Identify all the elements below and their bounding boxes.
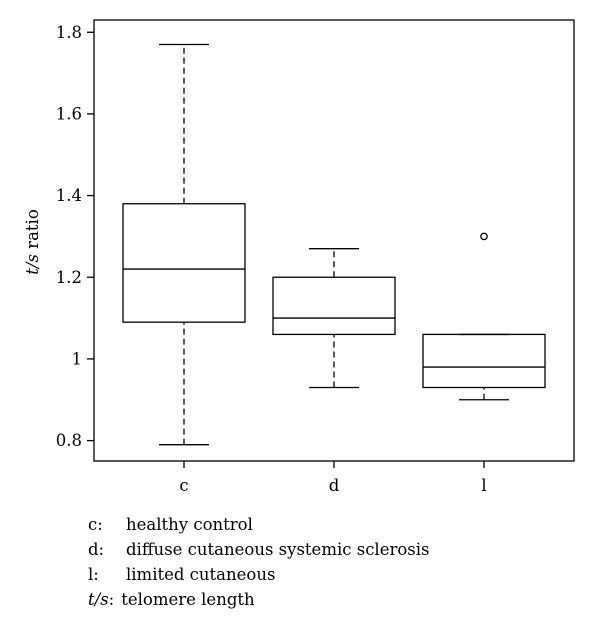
boxes-group bbox=[122, 43, 546, 446]
legend-key: l: bbox=[88, 565, 99, 584]
legend-key: t/s: bbox=[88, 587, 114, 612]
legend-item-l: l: limited cutaneous bbox=[88, 562, 430, 587]
legend-text: healthy control bbox=[126, 515, 253, 534]
x-tick-label: d bbox=[329, 476, 340, 495]
y-tick-label: 0.8 bbox=[56, 431, 82, 450]
x-tick-label: l bbox=[481, 476, 486, 495]
y-tick-label: 1.8 bbox=[56, 23, 82, 42]
legend: c: healthy control d: diffuse cutaneous … bbox=[88, 512, 430, 612]
legend-text: limited cutaneous bbox=[126, 565, 276, 584]
iqr-box bbox=[122, 203, 246, 323]
legend-key: c: bbox=[88, 515, 103, 534]
y-tick-label: 1.2 bbox=[56, 268, 82, 287]
legend-text: diffuse cutaneous systemic sclerosis bbox=[126, 540, 430, 559]
y-axis-label-rest: ratio bbox=[23, 209, 42, 254]
plot-frame bbox=[93, 19, 575, 462]
legend-key: d: bbox=[88, 540, 105, 559]
outlier-point bbox=[480, 232, 488, 241]
legend-item-c: c: healthy control bbox=[88, 512, 430, 537]
y-axis-label-italic: t/s bbox=[23, 254, 42, 275]
iqr-box bbox=[422, 333, 546, 389]
box-c bbox=[122, 43, 246, 446]
legend-key-italic: t/s bbox=[88, 590, 109, 609]
y-tick-label: 1 bbox=[72, 349, 83, 368]
legend-item-ts: t/s: telomere length bbox=[88, 587, 430, 612]
box-l bbox=[422, 232, 546, 401]
y-axis: 0.8 1 1.2 1.4 1.6 1.8 bbox=[56, 23, 94, 450]
legend-key-rest: : bbox=[108, 590, 115, 609]
box-plot: 0.8 1 1.2 1.4 1.6 1.8 c d l t/s ratio bbox=[23, 19, 575, 495]
iqr-box bbox=[272, 276, 396, 336]
y-tick-label: 1.4 bbox=[56, 186, 82, 205]
legend-item-d: d: diffuse cutaneous systemic sclerosis bbox=[88, 537, 430, 562]
x-tick-label: c bbox=[179, 476, 188, 495]
y-tick-label: 1.6 bbox=[56, 104, 82, 123]
y-axis-label: t/s ratio bbox=[23, 209, 42, 275]
legend-text: telomere length bbox=[121, 590, 255, 609]
box-d bbox=[272, 248, 396, 389]
